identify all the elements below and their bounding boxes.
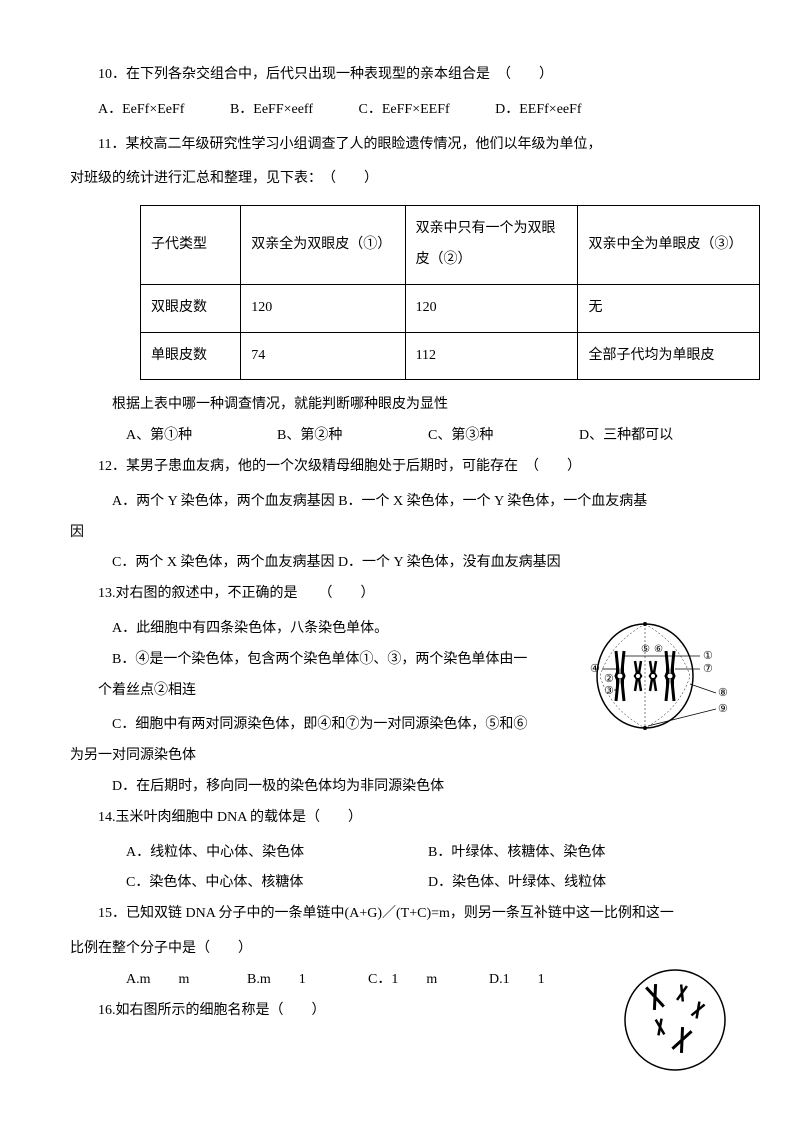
q15-text-1: 15．已知双链 DNA 分子中的一条单链中(A+G)／(T+C)=m，则另一条互…	[70, 899, 730, 930]
svg-text:⑧: ⑧	[718, 687, 728, 699]
table-cell: 74	[241, 332, 405, 380]
cell-diagram-icon: ① ④ ② ③ ⑤ ⑥ ⑦ ⑧ ⑨	[590, 614, 730, 754]
table-header-3: 双亲中只有一个为双眼皮（②）	[405, 206, 578, 285]
table-cell: 120	[405, 284, 578, 332]
q14-opt-b: B．叶绿体、核糖体、染色体	[428, 838, 730, 869]
q14-opt-a: A．线粒体、中心体、染色体	[126, 838, 428, 869]
svg-text:⑨: ⑨	[718, 703, 728, 715]
q15-opt-a: A.m m	[126, 965, 247, 996]
table-header-4: 双亲中全为单眼皮（③）	[578, 206, 760, 285]
table-cell: 单眼皮数	[141, 332, 241, 380]
q10-options: A．EeFf×EeFf B．EeFF×eeff C．EeFF×EEFf D．EE…	[70, 95, 730, 126]
meiosis-cell-icon	[620, 965, 730, 1075]
q15-text-2: 比例在整个分子中是（ ）	[70, 934, 730, 965]
svg-text:⑦: ⑦	[703, 663, 713, 675]
q14-options-1: A．线粒体、中心体、染色体 B．叶绿体、核糖体、染色体	[70, 838, 730, 869]
q12-opt-ab-cont: 因	[70, 518, 730, 549]
q11-prompt: 根据上表中哪一种调查情况，就能判断哪种眼皮为显性	[70, 390, 730, 421]
q11-opt-d: D、三种都可以	[579, 421, 730, 452]
q10-opt-a: A．EeFf×EeFf	[98, 102, 184, 117]
q11-opt-b: B、第②种	[277, 421, 428, 452]
svg-text:②: ②	[604, 673, 614, 685]
table-cell: 全部子代均为单眼皮	[578, 332, 760, 380]
q12-opt-cd: C．两个 X 染色体，两个血友病基因 D．一个 Y 染色体，没有血友病基因	[70, 548, 730, 579]
q11-opt-a: A、第①种	[126, 421, 277, 452]
q11-text-2: 对班级的统计进行汇总和整理，见下表： （ ）	[70, 164, 730, 195]
table-header-2: 双亲全为双眼皮（①）	[241, 206, 405, 285]
q10-opt-c: C．EeFF×EEFf	[359, 102, 450, 117]
svg-text:①: ①	[703, 650, 713, 662]
q14-opt-d: D．染色体、叶绿体、线粒体	[428, 868, 730, 899]
table-header-1: 子代类型	[141, 206, 241, 285]
svg-text:④: ④	[590, 663, 600, 675]
q11-table: 子代类型 双亲全为双眼皮（①） 双亲中只有一个为双眼皮（②） 双亲中全为单眼皮（…	[140, 205, 760, 380]
q14-options-2: C．染色体、中心体、核糖体 D．染色体、叶绿体、线粒体	[70, 868, 730, 899]
table-row: 双眼皮数 120 120 无	[141, 284, 760, 332]
svg-text:⑤: ⑤	[641, 644, 650, 655]
table-cell: 双眼皮数	[141, 284, 241, 332]
svg-text:⑥: ⑥	[654, 644, 663, 655]
table-cell: 120	[241, 284, 405, 332]
q14-text: 14.玉米叶肉细胞中 DNA 的载体是（ ）	[70, 803, 730, 834]
q10-opt-d: D．EEFf×eeFf	[495, 102, 581, 117]
q15-opt-b: B.m 1	[247, 965, 368, 996]
table-cell: 无	[578, 284, 760, 332]
table-row: 单眼皮数 74 112 全部子代均为单眼皮	[141, 332, 760, 380]
q14-opt-c: C．染色体、中心体、核糖体	[126, 868, 428, 899]
q12-opt-ab: A．两个 Y 染色体，两个血友病基因 B．一个 X 染色体，一个 Y 染色体，一…	[70, 487, 730, 518]
q10-opt-b: B．EeFF×eeff	[230, 102, 313, 117]
q15-opt-c: C．1 m	[368, 965, 489, 996]
q12-text: 12．某男子患血友病，他的一个次级精母细胞处于后期时，可能存在 （ ）	[70, 452, 730, 483]
q13-text: 13.对右图的叙述中，不正确的是 （ ）	[70, 579, 730, 610]
svg-text:③: ③	[604, 685, 614, 697]
q15-options: A.m m B.m 1 C．1 m D.1 1	[70, 965, 610, 996]
q15-opt-d: D.1 1	[489, 965, 610, 996]
table-row: 子代类型 双亲全为双眼皮（①） 双亲中只有一个为双眼皮（②） 双亲中全为单眼皮（…	[141, 206, 760, 285]
table-cell: 112	[405, 332, 578, 380]
q11-text-1: 11．某校高二年级研究性学习小组调查了人的眼睑遗传情况，他们以年级为单位，	[70, 130, 730, 161]
q13-opt-d: D．在后期时，移向同一极的染色体均为非同源染色体	[70, 772, 730, 803]
q11-options: A、第①种 B、第②种 C、第③种 D、三种都可以	[70, 421, 730, 452]
q11-opt-c: C、第③种	[428, 421, 579, 452]
q10-text: 10．在下列各杂交组合中，后代只出现一种表现型的亲本组合是 （ ）	[70, 60, 730, 91]
